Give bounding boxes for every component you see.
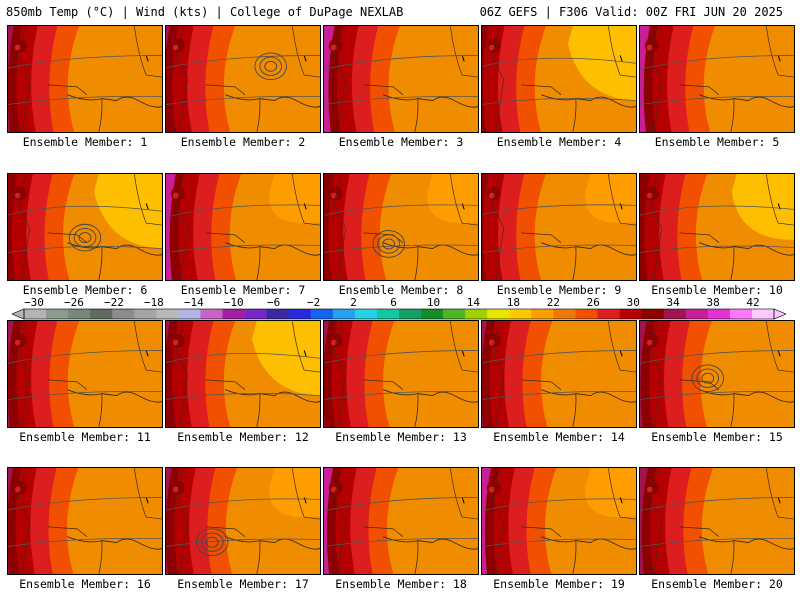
colorbar-swatch — [619, 309, 642, 319]
ensemble-member-map — [639, 320, 795, 428]
colorbar-swatch — [641, 309, 665, 319]
colorbar-swatch — [421, 309, 444, 319]
colorbar-swatch — [178, 309, 201, 319]
colorbar-swatch — [443, 309, 466, 319]
colorbar-swatch — [354, 309, 378, 319]
colorbar-swatch — [24, 309, 47, 319]
colorbar-swatch — [465, 309, 488, 319]
ensemble-member-label: Ensemble Member: 6 — [22, 283, 148, 297]
colorbar-swatch — [376, 309, 400, 319]
colorbar-swatch — [487, 309, 510, 319]
ensemble-member-label: Ensemble Member: 2 — [180, 135, 306, 149]
ensemble-member-label: Ensemble Member: 16 — [19, 577, 151, 591]
colorbar-swatch — [310, 309, 334, 319]
colorbar-tick: −10 — [223, 296, 244, 309]
ensemble-member-map — [165, 25, 321, 133]
colorbar-tick: −2 — [307, 296, 321, 309]
ensemble-member-map — [481, 467, 637, 575]
colorbar-low-arrow — [12, 308, 25, 320]
colorbar-tick: 14 — [466, 296, 481, 309]
colorbar-tick: 10 — [426, 296, 441, 309]
ensemble-member-map — [481, 173, 637, 281]
colorbar-tick: 2 — [350, 296, 357, 309]
colorbar-tick: −6 — [267, 296, 281, 309]
ensemble-member-map — [323, 467, 479, 575]
colorbar-tick: 38 — [706, 296, 720, 309]
ensemble-member-map — [7, 25, 163, 133]
colorbar-tick: 30 — [626, 296, 640, 309]
colorbar-swatch — [399, 309, 422, 319]
ensemble-member-map — [165, 467, 321, 575]
ensemble-member-label: Ensemble Member: 5 — [654, 135, 780, 149]
ensemble-member-map — [7, 173, 163, 281]
colorbar-tick: 34 — [666, 296, 680, 309]
colorbar-swatch — [156, 309, 179, 319]
ensemble-member-label: Ensemble Member: 8 — [338, 283, 464, 297]
ensemble-member-label: Ensemble Member: 15 — [651, 430, 783, 444]
valid-time-label: 06Z GEFS | F306 Valid: 00Z FRI JUN 20 20… — [479, 5, 783, 19]
colorbar-tick: 22 — [546, 296, 560, 309]
colorbar-swatch — [509, 309, 532, 319]
colorbar-swatch — [663, 309, 687, 319]
colorbar-tick: 26 — [586, 296, 600, 309]
ensemble-member-label: Ensemble Member: 17 — [177, 577, 309, 591]
colorbar-swatch — [729, 309, 753, 319]
ensemble-member-map — [481, 25, 637, 133]
colorbar-tick: −18 — [143, 296, 164, 309]
ensemble-member-map — [323, 173, 479, 281]
ensemble-member-label: Ensemble Member: 1 — [22, 135, 148, 149]
ensemble-member-map — [481, 320, 637, 428]
colorbar-high-arrow — [773, 308, 786, 320]
ensemble-member-map — [165, 320, 321, 428]
map-title: 850mb Temp (°C) | Wind (kts) | College o… — [6, 5, 404, 19]
ensemble-member-label: Ensemble Member: 14 — [493, 430, 625, 444]
colorbar-tick: 42 — [746, 296, 760, 309]
ensemble-member-map — [165, 173, 321, 281]
colorbar-swatch — [288, 309, 312, 319]
colorbar-swatch — [68, 309, 91, 319]
colorbar-swatch — [751, 309, 775, 319]
colorbar-swatch — [332, 309, 356, 319]
ensemble-member-label: Ensemble Member: 10 — [651, 283, 783, 297]
colorbar-swatch — [266, 309, 290, 319]
colorbar-swatch — [134, 309, 157, 319]
colorbar-tick: −14 — [183, 296, 204, 309]
ensemble-member-label: Ensemble Member: 19 — [493, 577, 625, 591]
ensemble-member-map — [639, 25, 795, 133]
colorbar-tick: −22 — [103, 296, 124, 309]
colorbar-swatch — [244, 309, 267, 319]
colorbar-swatch — [685, 309, 709, 319]
colorbar-swatch — [222, 309, 245, 319]
ensemble-member-label: Ensemble Member: 11 — [19, 430, 151, 444]
colorbar-swatch — [112, 309, 135, 319]
colorbar-swatch — [531, 309, 554, 319]
colorbar-swatch — [46, 309, 69, 319]
colorbar-swatch — [200, 309, 223, 319]
ensemble-member-map — [7, 320, 163, 428]
colorbar-tick: 6 — [390, 296, 397, 309]
ensemble-member-label: Ensemble Member: 13 — [335, 430, 467, 444]
temperature-colorbar — [12, 308, 786, 320]
colorbar-swatch — [575, 309, 598, 319]
colorbar-swatch — [90, 309, 113, 319]
colorbar-swatch — [597, 309, 620, 319]
ensemble-member-label: Ensemble Member: 18 — [335, 577, 467, 591]
colorbar-swatch — [553, 309, 576, 319]
ensemble-member-label: Ensemble Member: 7 — [180, 283, 306, 297]
ensemble-member-label: Ensemble Member: 3 — [338, 135, 464, 149]
ensemble-member-label: Ensemble Member: 4 — [496, 135, 622, 149]
ensemble-member-label: Ensemble Member: 9 — [496, 283, 622, 297]
ensemble-member-map — [639, 173, 795, 281]
ensemble-member-label: Ensemble Member: 12 — [177, 430, 309, 444]
ensemble-member-map — [323, 320, 479, 428]
colorbar-tick: 18 — [506, 296, 520, 309]
ensemble-member-map — [639, 467, 795, 575]
ensemble-member-label: Ensemble Member: 20 — [651, 577, 783, 591]
ensemble-member-map — [323, 25, 479, 133]
ensemble-member-map — [7, 467, 163, 575]
colorbar-tick: −26 — [64, 296, 84, 309]
colorbar-swatch — [707, 309, 731, 319]
colorbar-tick: −30 — [24, 296, 44, 309]
